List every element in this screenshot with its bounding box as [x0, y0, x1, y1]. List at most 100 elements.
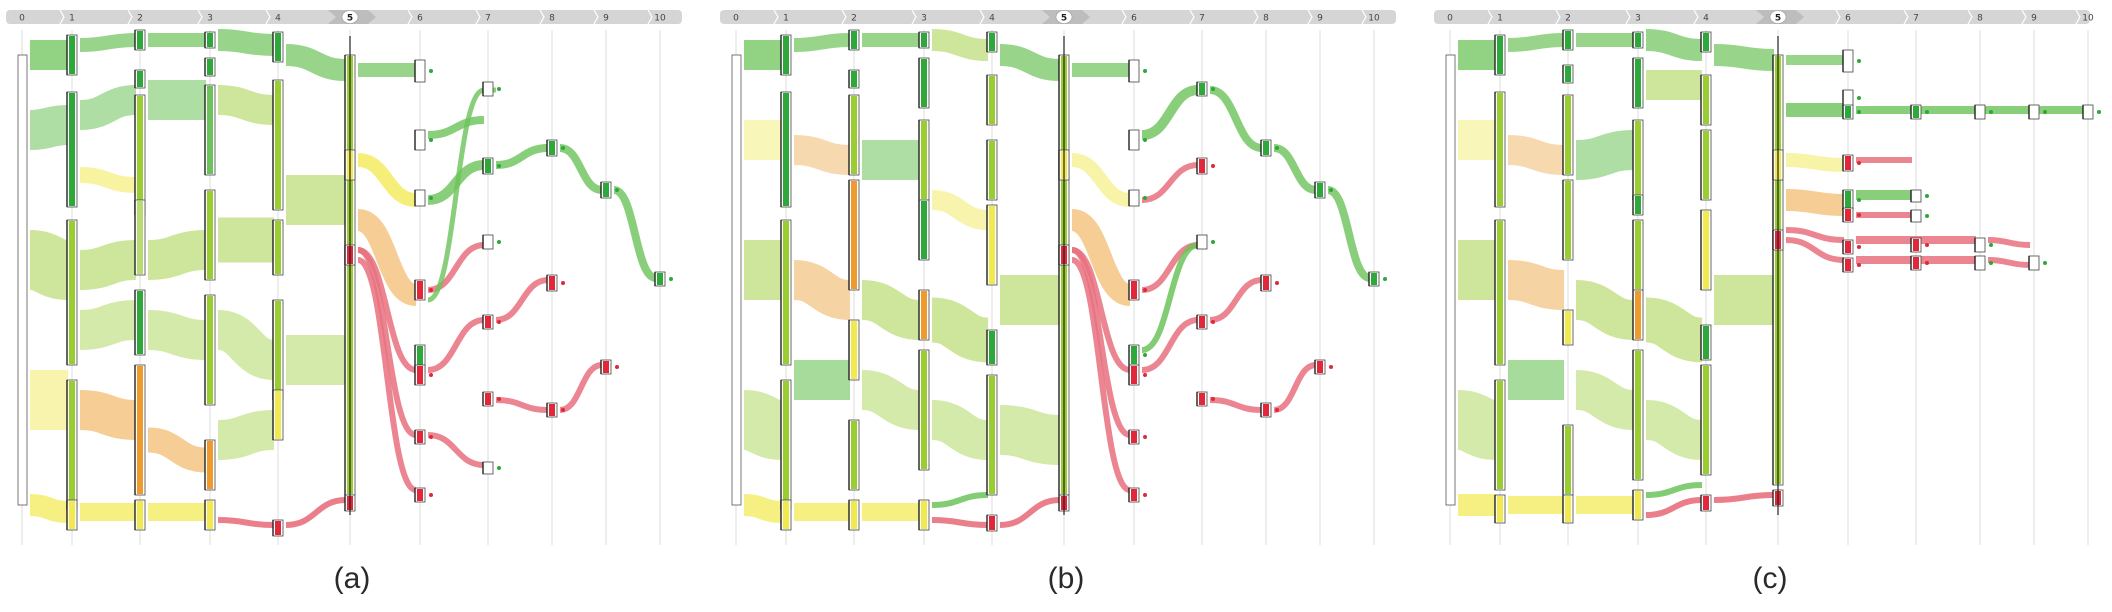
state-node-fill: [989, 331, 995, 364]
panel-a: 0 1 2 3 4 5 6 7 8 9 10 (a): [0, 0, 704, 612]
state-node: [482, 461, 494, 475]
timeline-separator: [2075, 9, 2081, 25]
end-dot: [1383, 277, 1387, 281]
end-dot: [561, 408, 565, 412]
timeline-separator: [773, 9, 779, 25]
state-node-fill: [485, 159, 491, 173]
end-dot: [1989, 110, 1993, 114]
end-dot: [1329, 365, 1333, 369]
timeline-step-label: 3: [921, 14, 927, 24]
end-dot: [497, 397, 501, 401]
state-node-fill: [603, 183, 609, 197]
timeline-step-label: 6: [417, 14, 423, 24]
timeline-step-label: 5: [1775, 14, 1781, 24]
flow-band: [559, 144, 603, 194]
state-node-fill: [207, 441, 213, 489]
state-node-fill: [989, 141, 995, 199]
flow-band: [285, 497, 347, 528]
state-node: [482, 81, 494, 97]
timeline-separator: [475, 9, 481, 25]
state-node-fill: [69, 381, 75, 509]
end-dot: [1857, 213, 1861, 217]
flow-band: [29, 105, 69, 150]
state-node-fill: [1703, 76, 1709, 124]
state-node-fill: [69, 501, 75, 529]
state-node-fill: [1703, 211, 1709, 289]
state-node-fill: [1703, 326, 1709, 359]
timeline-step-label: 4: [1703, 14, 1709, 24]
end-dot: [1989, 261, 1993, 265]
timeline-step-label: 7: [485, 14, 491, 24]
timeline-step-label: 1: [69, 14, 75, 24]
flow-band: [1713, 492, 1775, 503]
state-node-fill: [657, 273, 663, 285]
state-node: [1128, 59, 1140, 83]
state-node: [2082, 104, 2094, 120]
flow-band: [931, 517, 989, 528]
timeline-bar: [1434, 10, 2090, 24]
state-node-fill: [485, 393, 491, 405]
timeline-step-label: 9: [1317, 14, 1323, 24]
state-node-fill: [1565, 496, 1571, 522]
state-node-fill: [1845, 106, 1851, 118]
flow-band: [1713, 44, 1775, 71]
state-node-fill: [783, 221, 789, 364]
flow-band: [559, 362, 603, 413]
end-dot: [1989, 243, 1993, 247]
state-node-fill: [1199, 393, 1205, 405]
end-dot: [429, 493, 433, 497]
flow-band: [79, 390, 137, 440]
end-dot: [1925, 194, 1929, 198]
state-node-fill: [1497, 93, 1503, 206]
flow-band: [1141, 317, 1199, 373]
end-dot: [1857, 110, 1861, 114]
end-dot: [1143, 353, 1147, 357]
state-node-fill: [851, 71, 857, 87]
flow-band: [356, 257, 418, 493]
timeline-separator: [1361, 9, 1367, 25]
state-node-fill: [207, 59, 213, 75]
state-node-fill: [1845, 241, 1851, 253]
timeline-separator: [127, 9, 133, 25]
panel-b: 0 1 2 3 4 5 6 7 8 9 10 (b): [714, 0, 1418, 612]
state-node-fill: [1131, 346, 1137, 364]
flow-band: [1209, 86, 1263, 152]
flow-band: [999, 405, 1061, 465]
state-node-fill: [1199, 316, 1205, 328]
timeline-flow-diagram-a: 0 1 2 3 4 5 6 7 8 9 10: [6, 9, 682, 545]
flow-band: [1645, 29, 1703, 61]
timeline-step-label: 0: [1447, 14, 1453, 24]
flow-band: [1575, 130, 1635, 180]
state-node-fill: [1913, 106, 1919, 118]
end-dot: [429, 435, 433, 439]
timeline-step-label: 5: [1061, 14, 1067, 24]
timeline-step-label: 3: [1635, 14, 1641, 24]
timeline-step-label: 6: [1131, 14, 1137, 24]
flow-band: [427, 87, 485, 303]
flow-band: [741, 390, 785, 460]
flow-band: [1070, 247, 1132, 438]
end-dot: [497, 320, 501, 324]
timeline-separator: [1189, 9, 1195, 25]
state-node: [1910, 189, 1922, 203]
flow-band: [355, 209, 419, 306]
state-node-fill: [989, 206, 995, 284]
flow-band: [1326, 186, 1372, 282]
timeline-separator: [59, 9, 65, 25]
flow-band: [1071, 153, 1131, 207]
state-node-fill: [137, 501, 143, 529]
state-node-fill: [783, 381, 789, 509]
flow-band: [1273, 362, 1317, 413]
flow-band: [930, 297, 990, 363]
state-node-fill: [275, 81, 281, 209]
end-dot: [429, 69, 433, 73]
state-node: [1974, 237, 1986, 253]
timeline-step-label: 5: [347, 14, 353, 24]
state-node-fill: [989, 33, 995, 51]
timeline-step-label: 1: [783, 14, 789, 24]
timeline-separator: [1253, 9, 1259, 25]
flow-band: [1785, 227, 1845, 243]
state-node-fill: [1131, 366, 1137, 384]
timeline-step-label: 7: [1913, 14, 1919, 24]
state-node-fill: [921, 201, 927, 259]
